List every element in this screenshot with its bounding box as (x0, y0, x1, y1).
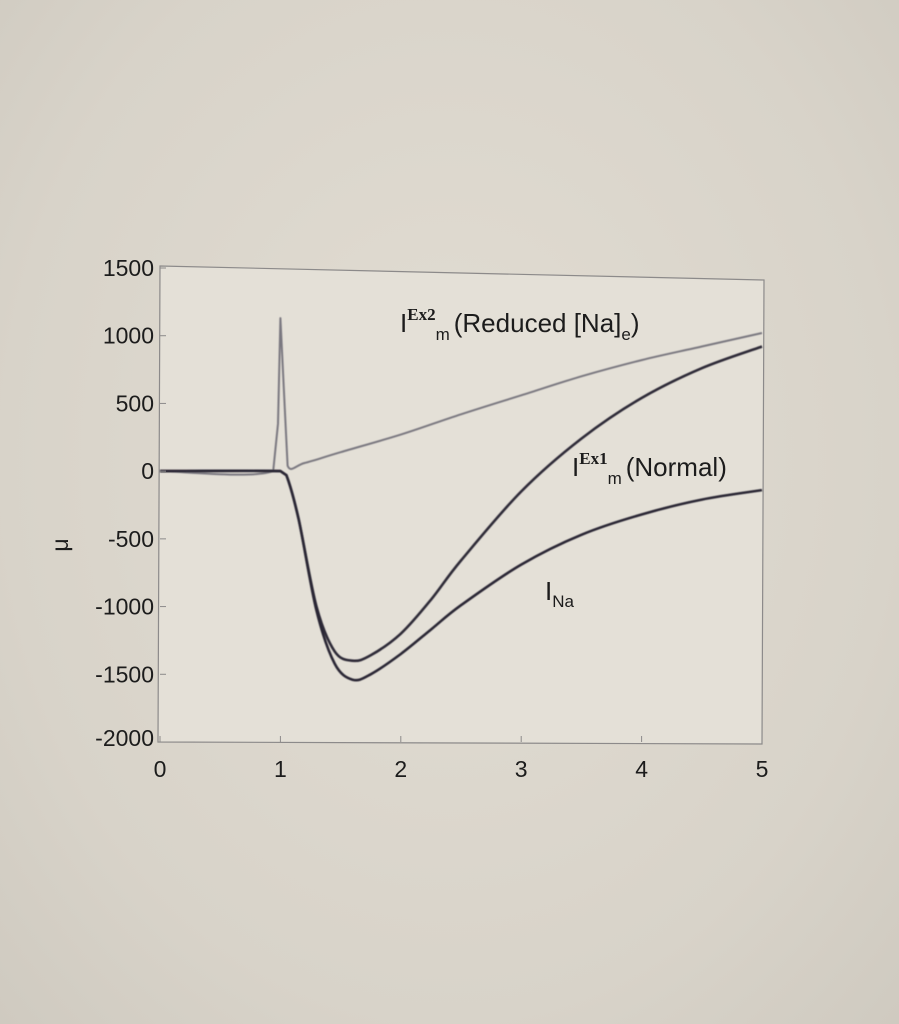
series-line-3 (159, 469, 763, 682)
annotation-ex2-rest-sub: e (621, 325, 630, 344)
annotation-ex1: IEx1m (Normal) (572, 449, 727, 488)
y-tick-label: -500 (108, 526, 154, 552)
annotation-ex2-sup: Ex2 (407, 305, 435, 324)
y-tick-label: -1000 (95, 594, 154, 620)
annotation-ex1-main: I (572, 452, 579, 482)
y-tick-label: 0 (141, 458, 154, 484)
annotation-ina-main: I (545, 576, 552, 606)
y-tick-label: 1500 (103, 255, 154, 281)
y-tick-label: 500 (116, 390, 154, 416)
annotation-ex2-close: ) (631, 308, 640, 338)
y-tick-label: -1500 (95, 661, 154, 687)
x-tick-label: 1 (274, 756, 287, 782)
x-tick-label: 3 (515, 756, 528, 782)
x-tick-label: 5 (756, 756, 769, 782)
annotation-ex2-main: I (400, 308, 407, 338)
annotation-ex2-sub: m (436, 325, 450, 344)
annotation-ex1-rest: (Normal) (626, 452, 727, 482)
annotation-ina-sub: Na (552, 592, 574, 611)
series-line-1 (159, 317, 763, 476)
annotation-ex2-rest: (Reduced [Na] (454, 308, 622, 338)
x-tick-label: 0 (154, 756, 167, 782)
y-axis-label: μ (47, 538, 73, 551)
y-tick-label: 1000 (103, 323, 154, 349)
annotation-ina: INa (545, 576, 575, 611)
x-tick-label: 2 (394, 756, 407, 782)
x-tick-label: 4 (635, 756, 648, 782)
series-layer (159, 317, 763, 682)
annotation-ex1-sup: Ex1 (579, 449, 607, 468)
plot-frame (157, 265, 765, 745)
y-tick-label: -2000 (95, 725, 154, 751)
annotation-ex1-sub: m (608, 469, 622, 488)
annotation-ex2: IEx2m (Reduced [Na]e) (400, 305, 640, 344)
